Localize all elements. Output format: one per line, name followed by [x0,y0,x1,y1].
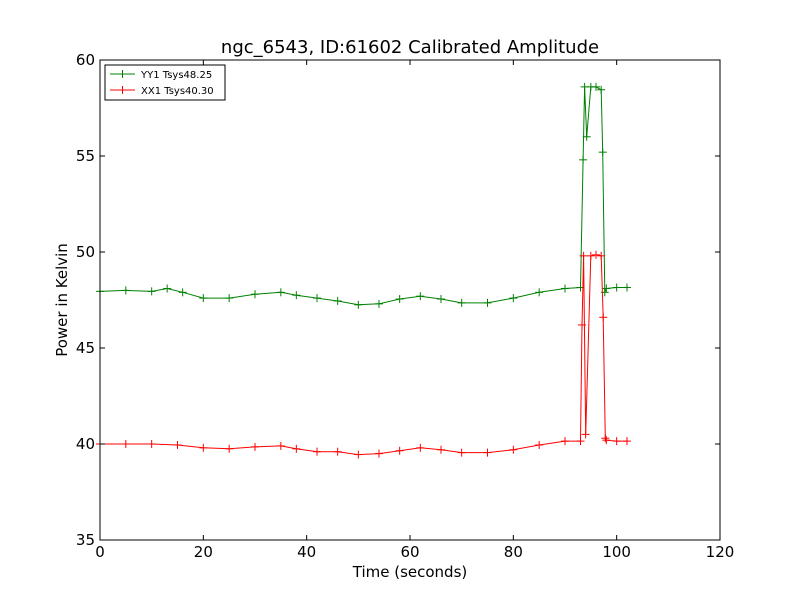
data-point [599,313,608,322]
data-point [578,320,587,329]
data-point [579,251,588,260]
data-point [509,445,518,454]
data-point [592,82,600,91]
legend-box [104,64,226,101]
data-point [121,440,130,448]
data-point [457,448,466,457]
data-point [601,434,610,443]
y-axis-title: Power in Kelvin [53,243,71,357]
x-tick-label: 100 [602,543,631,561]
y-tick-label: 55 [76,147,95,165]
x-axis-title: Time (seconds) [352,563,468,581]
y-tick-label: 45 [76,339,95,357]
data-point [509,294,518,303]
y-tick-label: 40 [76,435,95,453]
data-point [457,298,466,307]
data-point [592,250,600,259]
data-point [292,291,301,300]
data-point [173,440,182,449]
data-point [276,288,285,297]
x-tick-label: 40 [297,543,316,561]
data-point [199,294,208,303]
data-point [602,284,611,293]
data-point [437,445,445,454]
data-point [535,288,544,297]
data-point [597,85,606,94]
data-point [225,294,234,303]
data-point [178,288,187,297]
plot-background [100,60,720,540]
data-point [225,444,234,453]
plot-area [96,59,721,541]
x-tick-label: 20 [194,543,213,561]
data-point [582,132,591,141]
x-tick-label: 80 [504,543,523,561]
data-point [276,441,285,450]
axis-ticks: 0 20 40 60 80 100 120 35 40 45 50 55 60 [76,51,734,561]
legend: YY1 Tsys48.25 XX1 Tsys40.30 [104,64,226,101]
y-tick-label: 35 [76,531,95,549]
data-point [375,449,383,458]
data-point [561,284,569,293]
chart-title: ngc_6543, ID:61602 Calibrated Amplitude [221,37,599,58]
data-point [395,446,404,455]
x-tick-label: 60 [400,543,419,561]
data-point [535,440,544,449]
data-point [598,148,607,157]
y-tick-label: 50 [76,243,95,261]
data-point [121,286,130,295]
data-point [313,447,321,456]
data-point [313,294,321,303]
series-layer [96,82,631,459]
data-point [147,287,156,296]
data-point [581,430,590,439]
data-point [163,284,172,293]
data-point [612,437,621,446]
x-tick-label: 0 [95,543,105,561]
data-point [602,436,611,445]
data-point [292,444,301,453]
data-point [597,251,606,260]
series-0 [96,82,631,309]
x-tick-label: 120 [706,543,735,561]
data-point [623,437,631,446]
data-point [416,443,425,452]
data-point [251,290,259,299]
data-point [586,251,595,260]
data-point [623,283,631,292]
data-point [576,437,585,446]
data-point [612,283,621,292]
legend-label-xx1: XX1 Tsys40.30 [141,86,214,97]
data-point [561,437,569,446]
data-point [251,442,259,451]
data-point [416,292,425,301]
data-point [579,155,588,164]
data-point [354,450,363,459]
data-point [483,298,492,307]
data-point [437,295,445,304]
data-point [199,443,208,452]
legend-label-yy1: YY1 Tsys48.25 [140,70,212,81]
data-point [147,440,156,448]
data-point [354,300,363,309]
data-point [333,296,342,305]
series-1 [96,250,631,459]
data-point [333,447,342,456]
data-point [375,299,383,308]
data-point [395,295,404,304]
y-tick-label: 60 [76,51,95,69]
series-line [99,86,627,306]
legend-entry-yy1: YY1 Tsys48.25 [110,70,212,81]
legend-entry-xx1: XX1 Tsys40.30 [110,86,214,97]
data-point [483,448,492,457]
